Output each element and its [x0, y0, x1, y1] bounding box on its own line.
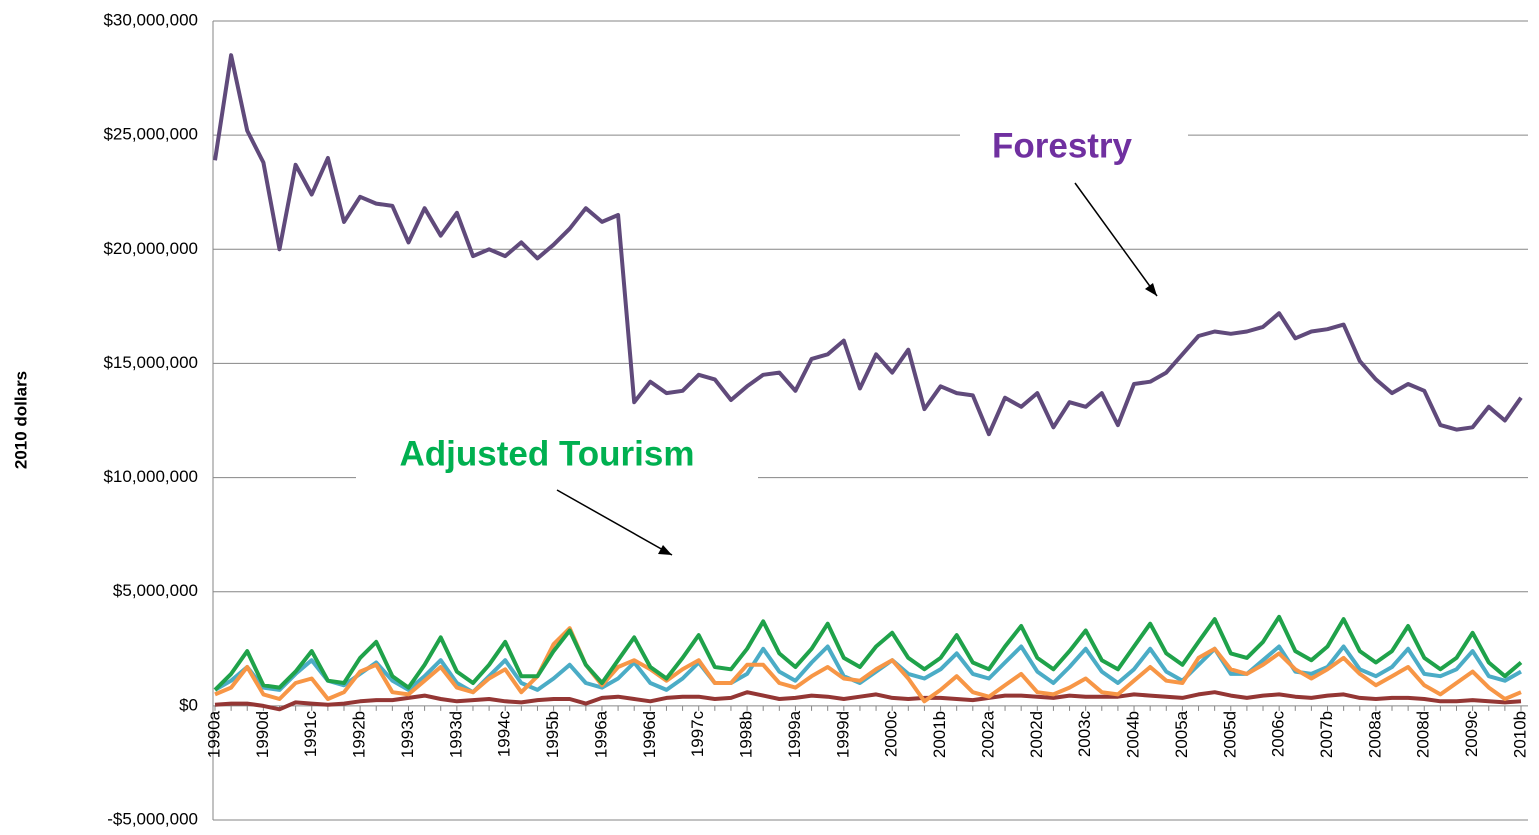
x-tick-label: 1993d	[446, 711, 465, 758]
y-axis-title: 2010 dollars	[11, 371, 30, 469]
x-tick-label: 1996d	[640, 711, 659, 758]
x-tick-label: 1990d	[253, 711, 272, 758]
series-line	[214, 626, 1522, 704]
arrow	[1074, 182, 1158, 297]
series-line	[213, 614, 1523, 692]
x-tick-label: 1995b	[543, 711, 562, 758]
lines	[213, 53, 1523, 712]
x-tick-label: 1999a	[785, 710, 804, 758]
x-tick-label: 2006c	[1269, 710, 1288, 757]
y-tick-label: $5,000,000	[113, 581, 198, 600]
x-tick-label: 2002d	[1027, 711, 1046, 758]
annotation-box	[960, 115, 1188, 175]
grid: -$5,000,000 $0 $5,000,000 $10,000,000 $15,00…	[103, 10, 1529, 828]
series-line	[213, 53, 1523, 437]
arrow	[556, 489, 673, 556]
x-tick-label: 2010b	[1510, 711, 1529, 758]
x-tick-label: 1992b	[350, 711, 369, 758]
y-tick-label: $10,000,000	[103, 467, 198, 486]
x-tick-label: 1993a	[398, 710, 417, 758]
x-tick-label: 1998b	[737, 711, 756, 758]
y-tick-label: $0	[179, 695, 198, 714]
x-tick-label: 2003c	[1075, 710, 1094, 757]
series-line	[214, 690, 1522, 712]
x-tick-label: 2004b	[1124, 711, 1143, 758]
arrowhead	[658, 545, 672, 555]
x-tick-label: 2005a	[1172, 710, 1191, 758]
x-tick-label: 1996a	[591, 710, 610, 758]
arrowhead	[1145, 283, 1157, 296]
x-tick-label: 1994c	[495, 710, 514, 757]
x-tick-label: 1997c	[688, 710, 707, 757]
x-tick-label: 2007b	[1317, 711, 1336, 758]
x-tick-label: 2000c	[882, 710, 901, 757]
x-tick-label: 2008a	[1365, 710, 1384, 758]
x-tick-label: 2005d	[1220, 711, 1239, 758]
y-tick-label: $30,000,000	[103, 10, 198, 29]
x-tick-label: 1990a	[204, 710, 223, 758]
x-tick-label: 2001b	[930, 711, 949, 758]
y-tick-label: $15,000,000	[103, 353, 198, 372]
y-tick-label: $20,000,000	[103, 239, 198, 258]
x-tick-label: 2009c	[1462, 710, 1481, 757]
x-tick-label: 2002a	[978, 710, 997, 758]
x-tick-label: 1999d	[833, 711, 852, 758]
x-tick-label: 1991c	[301, 710, 320, 757]
y-tick-label: -$5,000,000	[107, 809, 198, 828]
annotation: Forestry	[992, 126, 1133, 165]
annotation: Adjusted Tourism	[400, 434, 695, 473]
x-tick-label: 2008d	[1414, 711, 1433, 758]
y-tick-label: $25,000,000	[103, 125, 198, 144]
annotation-box	[356, 425, 758, 485]
